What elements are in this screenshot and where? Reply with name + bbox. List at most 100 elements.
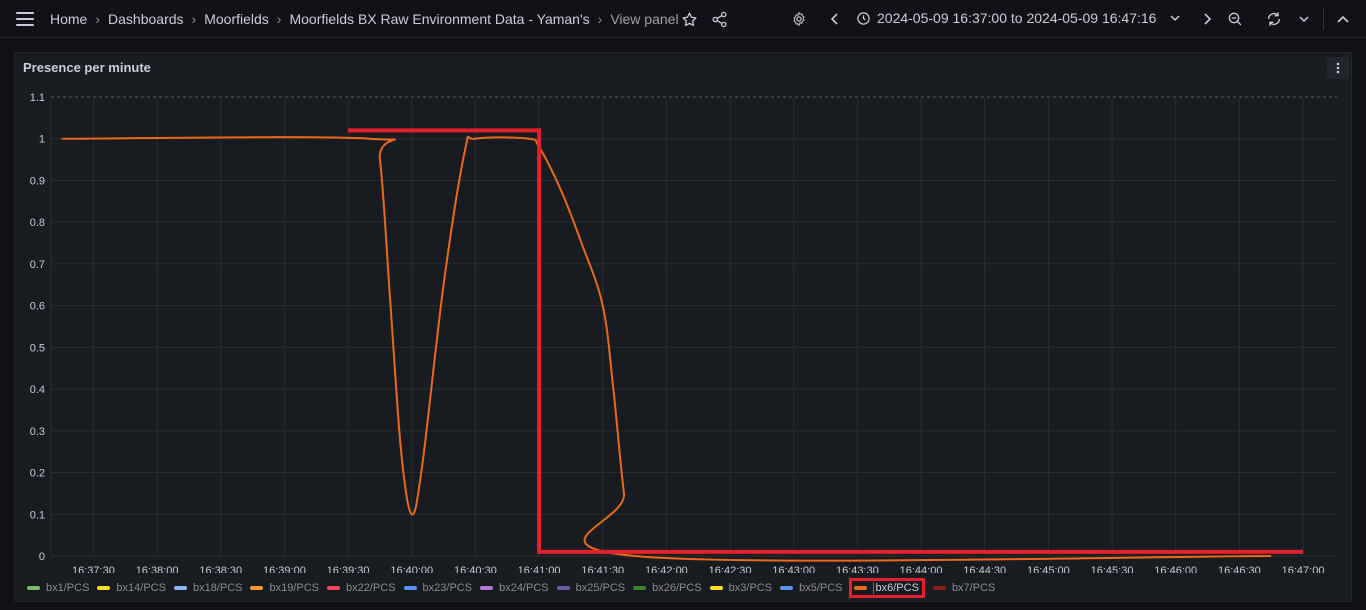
legend-item[interactable]: bx25/PCS [556, 582, 626, 594]
panel-title: Presence per minute [23, 60, 151, 75]
legend-swatch [780, 586, 794, 590]
legend-item[interactable]: bx14/PCS [97, 582, 166, 594]
x-tick-label: 16:45:00 [1027, 565, 1070, 573]
legend-swatch [932, 586, 946, 590]
x-tick-label: 16:46:00 [1154, 565, 1197, 573]
breadcrumb-separator-icon: › [191, 10, 197, 27]
legend-swatch [97, 586, 111, 590]
legend-label: bx23/PCS [422, 582, 473, 594]
x-tick-label: 16:40:30 [454, 565, 497, 573]
breadcrumb: Home › Dashboards › Moorfields › Moorfields BX… [50, 11, 679, 27]
star-icon[interactable] [680, 10, 698, 28]
x-tick-label: 16:42:00 [645, 565, 688, 573]
legend-label: bx26/PCS [652, 582, 702, 594]
refresh-interval-dropdown-icon[interactable] [1297, 10, 1311, 28]
y-tick-label: 0.5 [30, 342, 45, 354]
x-tick-label: 16:45:30 [1091, 565, 1134, 573]
y-tick-label: 1.1 [30, 92, 45, 104]
y-tick-label: 0.7 [30, 259, 45, 271]
legend-item[interactable]: bx6/PCS [848, 578, 925, 598]
legend-label: bx6/PCS [872, 582, 919, 594]
breadcrumb-dashboards[interactable]: Dashboards [108, 10, 184, 27]
legend-swatch [403, 586, 417, 590]
legend-swatch [556, 586, 570, 590]
time-range-label: 2024-05-09 16:37:00 to 2024-05-09 16:47:… [877, 10, 1157, 26]
y-tick-label: 1 [39, 134, 45, 146]
x-tick-label: 16:46:30 [1218, 565, 1261, 573]
chevron-up-icon[interactable] [1335, 10, 1351, 28]
x-tick-label: 16:39:00 [263, 565, 306, 573]
breadcrumb-moorfields[interactable]: Moorfields [204, 10, 269, 27]
legend-item[interactable]: bx7/PCS [932, 582, 996, 594]
legend-swatch [633, 586, 647, 590]
zoom-out-icon[interactable] [1226, 10, 1244, 28]
clock-icon [857, 11, 870, 25]
x-tick-label: 16:38:00 [136, 565, 179, 573]
x-tick-label: 16:37:30 [72, 565, 115, 573]
legend-label: bx18/PCS [192, 582, 243, 594]
legend-item[interactable]: bx1/PCS [27, 582, 89, 594]
x-tick-label: 16:41:30 [581, 565, 624, 573]
legend-item[interactable]: bx19/PCS [250, 582, 319, 594]
legend-label: bx7/PCS [951, 582, 996, 594]
time-series-chart[interactable]: 0 0.1 0.2 0.3 0.4 0.5 0.6 0.7 0.8 0.9 1 1.1 16:37:30… [15, 53, 1353, 573]
menu-icon[interactable] [16, 11, 34, 26]
x-tick-label: 16:38:30 [199, 565, 242, 573]
y-tick-label: 0.3 [30, 426, 45, 438]
legend-swatch [173, 586, 187, 590]
x-tick-label: 16:44:30 [963, 565, 1006, 573]
legend-label: bx5/PCS [799, 582, 843, 594]
breadcrumb-separator-icon: › [95, 10, 101, 27]
chevron-down-icon [1170, 15, 1180, 22]
legend-swatch [250, 586, 264, 590]
annotation-line [348, 128, 1304, 554]
x-tick-label: 16:41:00 [518, 565, 561, 573]
legend-label: bx14/PCS [116, 582, 166, 594]
legend-item[interactable]: bx24/PCS [480, 582, 549, 594]
legend-item[interactable]: bx3/PCS [709, 582, 772, 594]
legend-label: bx24/PCS [499, 582, 549, 594]
x-tick-label: 16:42:30 [709, 565, 752, 573]
divider [1323, 8, 1324, 30]
panel-menu-icon[interactable] [1327, 57, 1349, 79]
y-tick-label: 0.9 [30, 175, 45, 187]
legend-label: bx19/PCS [269, 582, 320, 594]
y-tick-label: 0.8 [30, 217, 45, 229]
gear-icon[interactable] [790, 10, 808, 28]
series-line-bx6-pcs [61, 135, 1272, 562]
legend-item[interactable]: bx5/PCS [780, 582, 843, 594]
y-tick-label: 0 [39, 551, 45, 563]
x-tick-label: 16:40:00 [390, 565, 433, 573]
legend-swatch [709, 586, 723, 590]
legend-item[interactable]: bx23/PCS [403, 582, 473, 594]
share-icon[interactable] [710, 10, 728, 28]
top-navbar: Home › Dashboards › Moorfields › Moorfields BX… [0, 0, 1366, 38]
x-tick-label: 16:47:00 [1282, 565, 1325, 573]
chevron-left-icon[interactable] [827, 10, 843, 28]
legend-item[interactable]: bx22/PCS [327, 582, 396, 594]
legend-swatch [853, 586, 867, 590]
legend: bx1/PCS bx14/PCS bx18/PCS bx19/PCS bx22/PCS b… [27, 578, 1003, 598]
y-tick-label: 0.1 [30, 509, 45, 521]
breadcrumb-home[interactable]: Home [50, 10, 88, 27]
breadcrumb-view-panel: View panel [610, 10, 679, 27]
time-range-picker[interactable]: 2024-05-09 16:37:00 to 2024-05-09 16:47:… [856, 10, 1180, 26]
breadcrumb-dashboard[interactable]: Moorfields BX Raw Environment Data - Yam… [289, 10, 590, 27]
y-tick-label: 0.4 [30, 384, 45, 396]
panel: Presence per minute 0 0.1 0.2 0.3 0.4 0.5 0.6 0… [14, 52, 1352, 602]
refresh-icon[interactable] [1265, 10, 1283, 28]
y-tick-label: 0.6 [30, 301, 45, 313]
y-tick-label: 0.2 [30, 468, 45, 480]
breadcrumb-separator-icon: › [276, 10, 282, 27]
x-tick-label: 16:44:00 [900, 565, 943, 573]
chevron-right-icon[interactable] [1199, 10, 1215, 28]
legend-swatch [480, 586, 494, 590]
breadcrumb-separator-icon: › [597, 10, 603, 27]
legend-swatch [327, 586, 341, 590]
legend-label: bx25/PCS [575, 582, 626, 594]
legend-swatch [27, 586, 40, 590]
legend-label: bx1/PCS [46, 582, 90, 594]
legend-item[interactable]: bx26/PCS [633, 582, 702, 594]
legend-item[interactable]: bx18/PCS [173, 582, 243, 594]
x-tick-label: 16:43:00 [772, 565, 815, 573]
